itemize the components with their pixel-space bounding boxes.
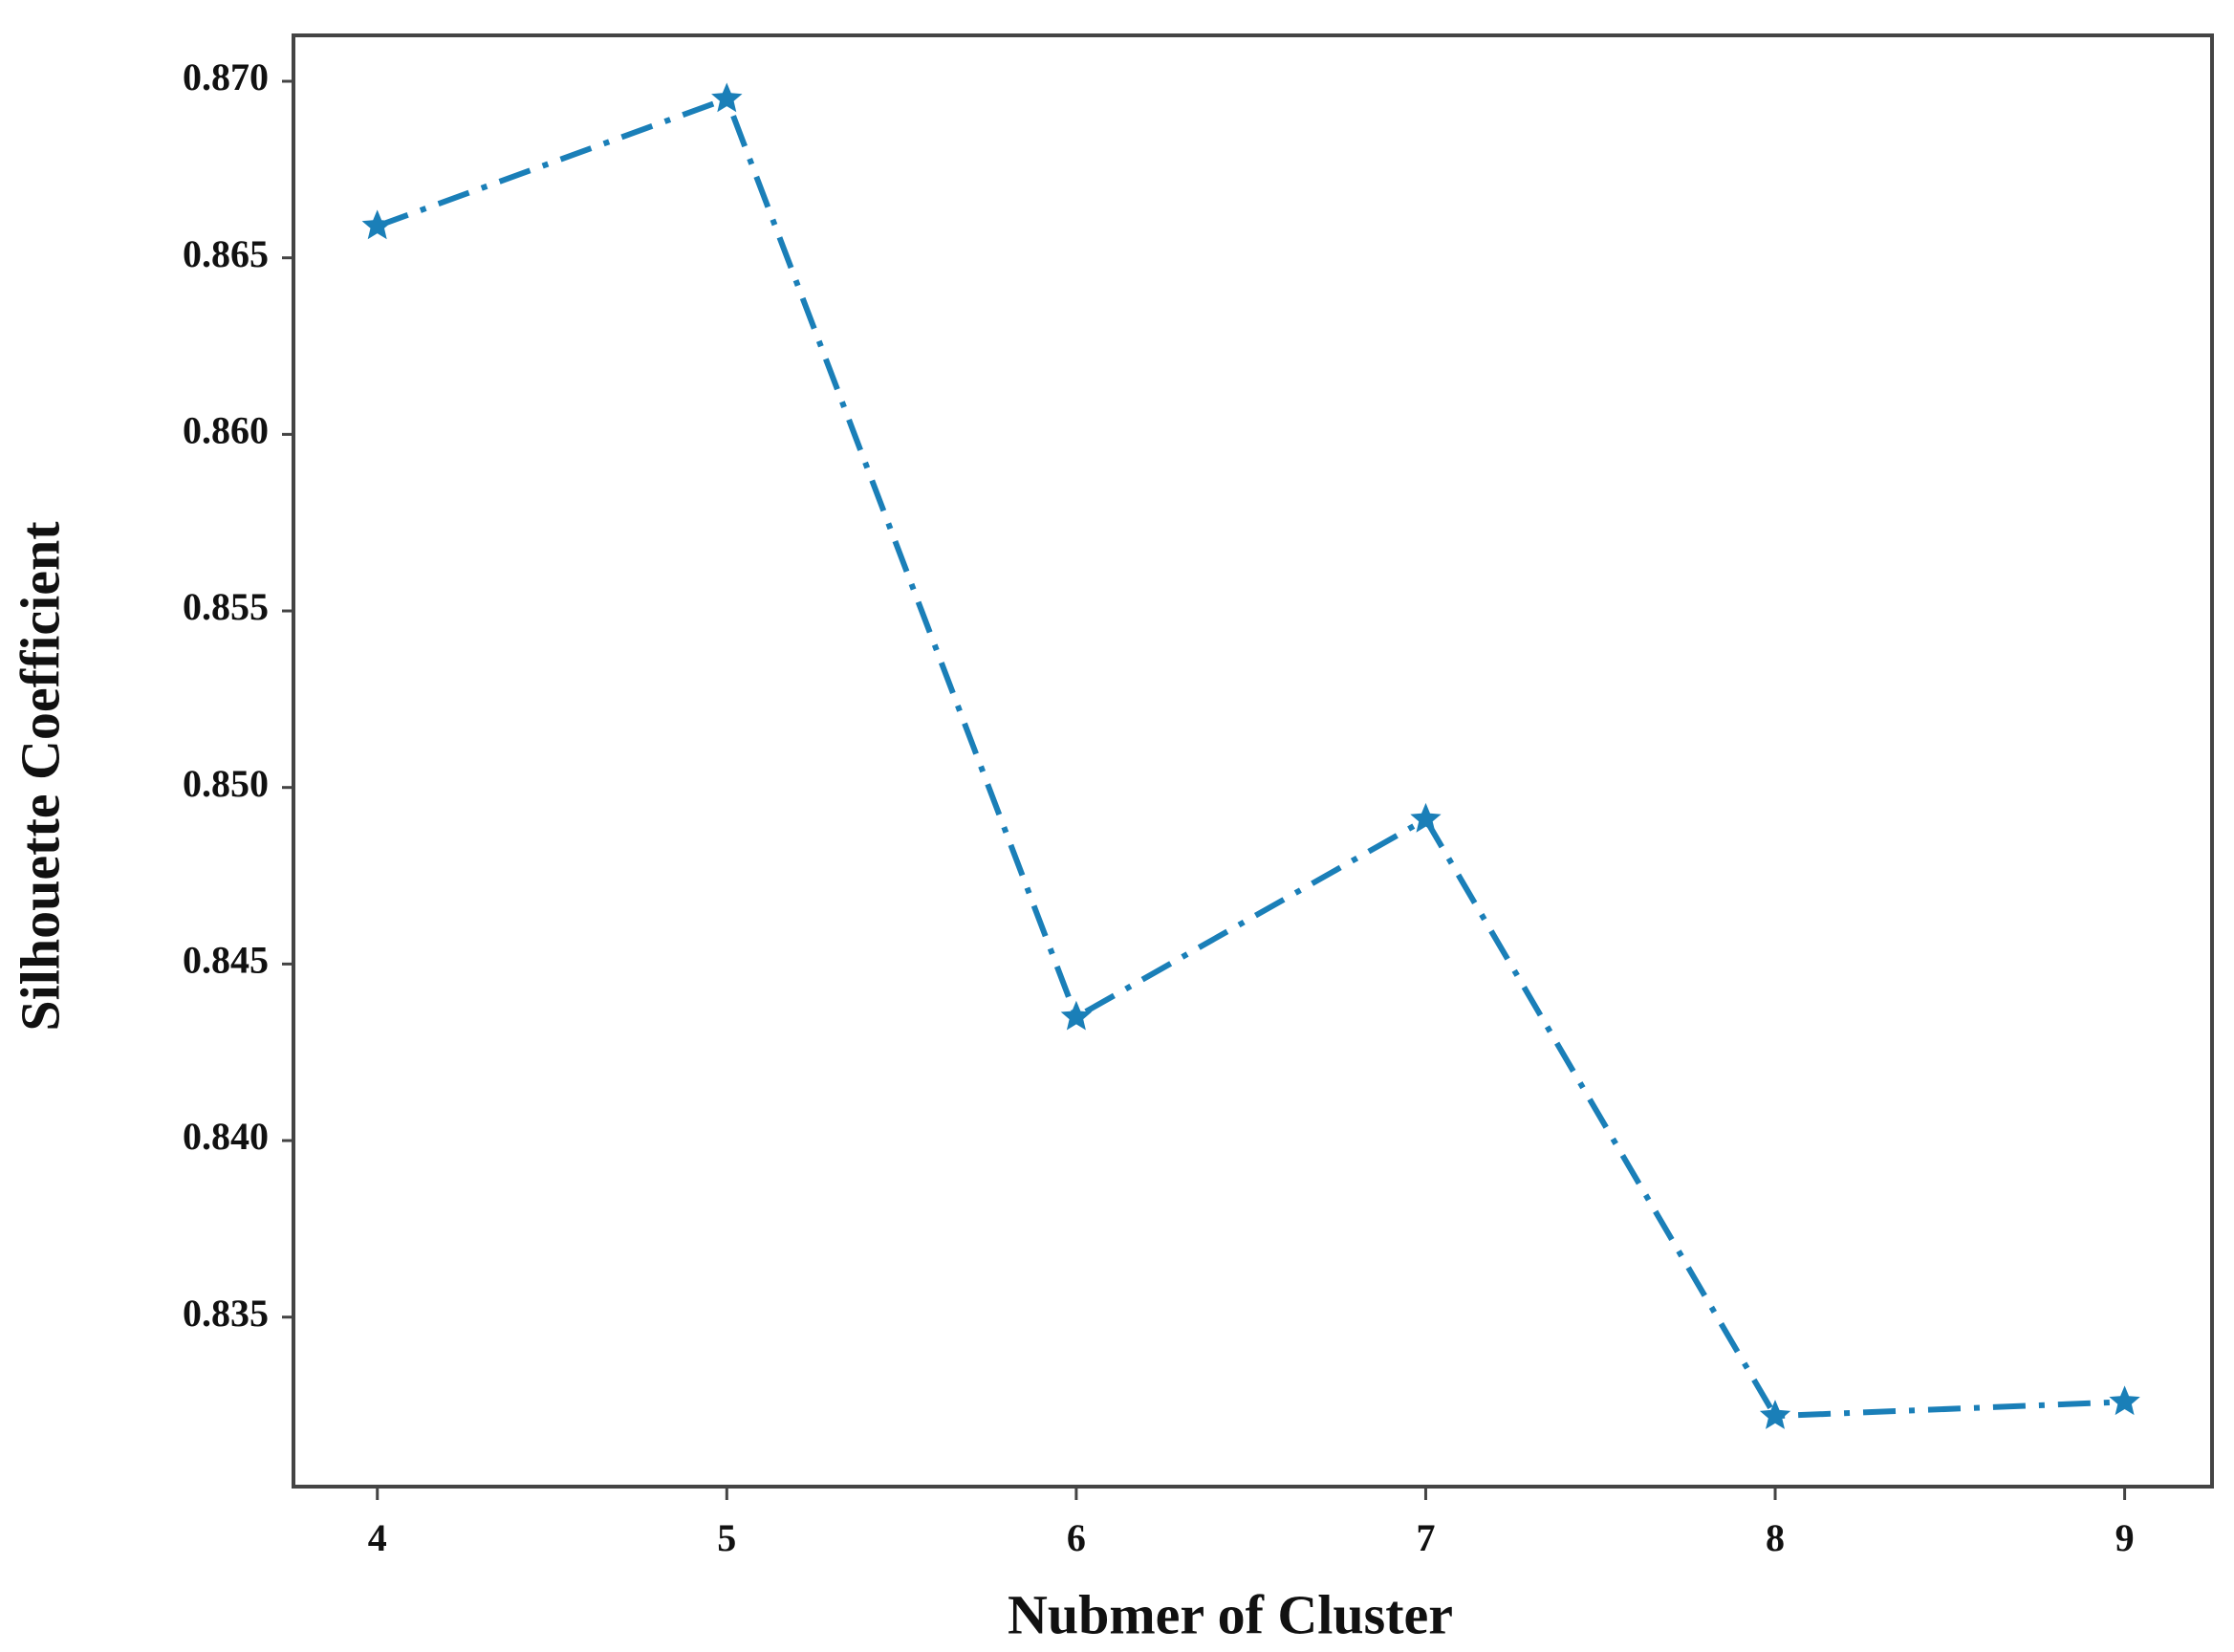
y-tick-label: 0.850 xyxy=(183,762,269,805)
point-marker xyxy=(1759,1400,1791,1429)
y-tick-label: 0.840 xyxy=(183,1115,269,1158)
y-tick-label: 0.865 xyxy=(183,232,269,275)
x-tick-label: 9 xyxy=(2115,1516,2135,1559)
x-tick-label: 6 xyxy=(1067,1516,1086,1559)
y-tick-label: 0.835 xyxy=(183,1292,269,1335)
point-marker xyxy=(1410,802,1442,833)
x-tick-label: 5 xyxy=(717,1516,736,1559)
plot-frame xyxy=(292,33,2214,1489)
x-axis-label: Nubmer of Cluster xyxy=(1008,1583,1453,1645)
y-tick-label: 0.870 xyxy=(183,55,269,98)
point-marker xyxy=(711,82,743,113)
x-tick-label: 7 xyxy=(1416,1516,1435,1559)
x-tick-label: 8 xyxy=(1766,1516,1785,1559)
y-tick-label: 0.845 xyxy=(183,939,269,982)
point-marker xyxy=(361,209,393,240)
y-tick-label: 0.855 xyxy=(183,585,269,628)
series-line xyxy=(376,95,2125,1420)
point-marker xyxy=(1060,1000,1093,1031)
x-tick-label: 4 xyxy=(368,1516,387,1559)
point-marker xyxy=(2109,1385,2140,1416)
y-axis-label: Silhouette Coefficient xyxy=(9,521,71,1032)
y-tick-label: 0.860 xyxy=(183,409,269,452)
